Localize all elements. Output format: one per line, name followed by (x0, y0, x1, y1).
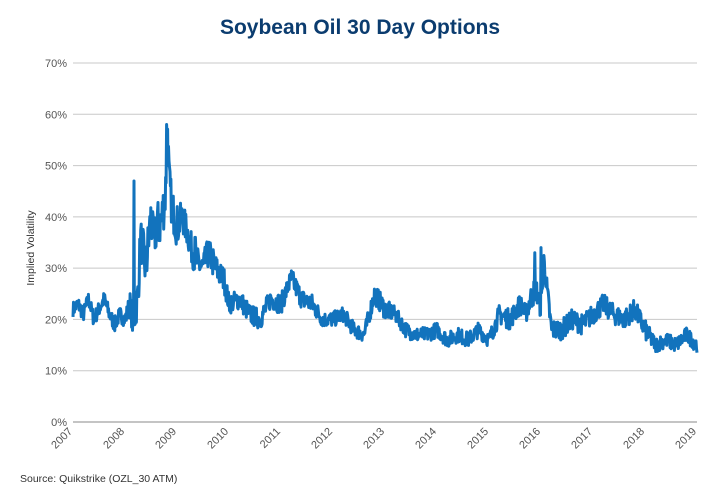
y-axis-label: Implied Volatility (25, 210, 37, 286)
y-tick-label: 50% (45, 161, 67, 173)
x-tick-label: 2009 (153, 426, 179, 452)
chart-title: Soybean Oil 30 Day Options (219, 16, 501, 39)
y-tick-label: 70% (45, 58, 67, 70)
y-tick-label: 60% (45, 109, 67, 121)
y-tick-label: 40% (45, 212, 67, 224)
gridlines (73, 62, 697, 423)
x-tick-label: 2012 (309, 426, 335, 452)
x-tick-label: 2015 (465, 426, 491, 452)
y-axis-ticks: 0% 10% 20% 30% 40% 50% 60% 70% (45, 58, 67, 429)
x-tick-label: 2007 (49, 426, 75, 452)
x-tick-label: 2018 (621, 426, 647, 452)
source-note: Source: Quikstrike (OZL_30 ATM) (20, 473, 178, 485)
series-line (71, 123, 699, 353)
x-tick-label: 2013 (361, 426, 387, 452)
x-tick-label: 2010 (205, 426, 231, 452)
x-tick-label: 2011 (258, 426, 283, 451)
x-tick-label: 2008 (101, 426, 127, 452)
y-tick-label: 0% (51, 417, 67, 429)
x-tick-label: 2016 (517, 426, 543, 452)
y-tick-label: 30% (45, 263, 67, 275)
x-tick-label: 2014 (413, 426, 439, 452)
x-axis-ticks: 2007 2008 2009 2010 2011 2012 2013 2014 2015 2016… (49, 426, 699, 452)
y-tick-label: 10% (45, 366, 67, 378)
x-tick-label: 2019 (673, 426, 699, 452)
x-tick-label: 2017 (569, 426, 595, 452)
y-tick-label: 20% (45, 314, 67, 326)
